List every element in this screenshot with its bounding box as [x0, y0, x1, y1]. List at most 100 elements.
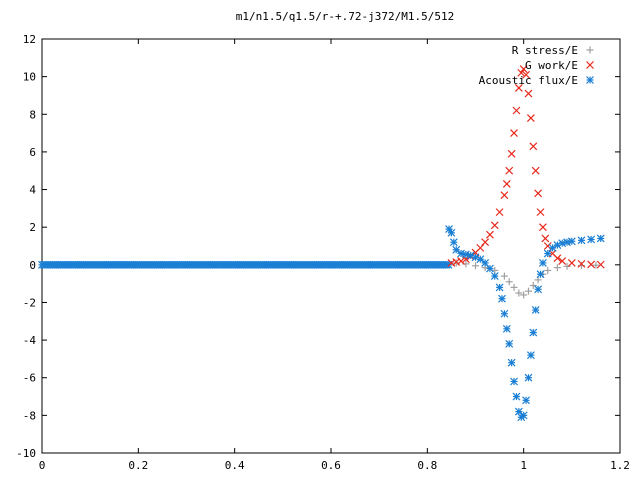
x-tick-label: 0.2 [128, 459, 148, 472]
series-0-point [510, 283, 518, 291]
series-1-point [457, 257, 465, 265]
series-1-point [490, 221, 499, 230]
y-tick-label: -6 [23, 372, 36, 385]
series-2-point [536, 270, 545, 279]
series-0 [452, 259, 600, 299]
series-1-point [522, 70, 530, 79]
series-1-point [500, 191, 509, 200]
series-2-point [522, 396, 530, 405]
y-tick-label: -2 [23, 296, 36, 309]
y-tick-label: 2 [29, 221, 36, 234]
y-tick-label: 10 [23, 71, 36, 84]
series-2-point [539, 259, 547, 267]
series-1-point [596, 260, 605, 269]
series-1-point [539, 223, 547, 232]
series-2-point [524, 373, 533, 382]
series-2-point [452, 245, 461, 254]
series-1-point [587, 260, 596, 269]
series-2-point [577, 236, 586, 245]
series-1-point [519, 65, 528, 74]
series-2-point [498, 294, 506, 303]
plot-frame [41, 38, 621, 454]
legend-marker [586, 46, 594, 54]
series-2-point [457, 249, 465, 258]
series-2-point [567, 237, 576, 246]
series-0-point [544, 266, 552, 274]
series-0-point [563, 262, 571, 270]
series-0-point [529, 282, 537, 290]
x-tick-label: 0.8 [417, 459, 437, 472]
series-0-point [500, 272, 508, 280]
series-1-point [558, 257, 567, 265]
series-1-point [577, 259, 586, 268]
series-2-point [531, 306, 540, 314]
chart-title: m1/n1.5/q1.5/r-+.72-j372/M1.5/512 [236, 10, 455, 23]
series-0-point [592, 261, 600, 269]
series-1-point [517, 68, 526, 77]
x-tick-label: 0.6 [321, 459, 341, 472]
series-2-point [587, 235, 596, 244]
series-2-point [495, 283, 504, 292]
series-1-point [541, 234, 550, 243]
y-tick-label: 12 [23, 33, 36, 46]
series-0-point [472, 262, 479, 270]
y-tick-label: -4 [23, 334, 37, 347]
legend-marker [586, 76, 594, 84]
series-2-point [510, 377, 518, 386]
x-tick-label: 0.4 [225, 459, 245, 472]
series-0-point [553, 264, 561, 272]
series-2-point [519, 411, 528, 420]
legend-label: G work/E [525, 59, 578, 72]
acoustic-flux-baseline [38, 260, 453, 269]
x-axis: 0 0.2 0.4 0.6 0.8 1 1.2 [39, 39, 630, 472]
y-tick-label: -8 [23, 409, 36, 422]
series-2-point [486, 264, 494, 273]
series-1-point [495, 208, 504, 217]
y-tick-label: 4 [29, 184, 36, 197]
series-layer [38, 65, 605, 422]
series-1-point [486, 230, 494, 239]
x-tick-label: 1.2 [610, 459, 630, 472]
series-2-point [534, 285, 543, 294]
series-0-point [520, 291, 528, 299]
series-2-point [529, 328, 538, 337]
series-1-point [514, 84, 523, 92]
series-1-point [553, 254, 562, 263]
series-2 [445, 225, 605, 422]
series-1-point [534, 189, 543, 198]
series-2-point [449, 238, 458, 247]
series-1-point [507, 149, 516, 158]
legend-marker [586, 61, 594, 69]
series-1-point [524, 89, 533, 98]
y-axis: -10 -8 -6 -4 -2 0 2 4 6 8 10 12 [16, 33, 620, 460]
series-2-point [502, 324, 511, 333]
series-1-point [531, 166, 540, 175]
series-1-point [512, 106, 521, 115]
plot-area [41, 38, 621, 454]
x-tick-label: 1 [520, 459, 527, 472]
x-tick-label: 0 [39, 459, 46, 472]
series-2-point [512, 392, 521, 401]
series-2-point [505, 339, 514, 348]
y-tick-label: 8 [29, 108, 36, 121]
y-tick-label: 6 [29, 146, 36, 159]
series-0-point [505, 278, 513, 286]
series-1-point [536, 208, 545, 217]
series-1-point [529, 142, 538, 151]
series-2-point [461, 250, 470, 259]
series-1-point [502, 179, 511, 188]
y-tick-label: -10 [16, 447, 36, 460]
series-2-point [447, 228, 456, 237]
series-2-point [500, 309, 509, 318]
series-0-point [534, 276, 542, 284]
series-0-point [515, 289, 523, 297]
series-1-point [505, 166, 514, 175]
series-2-point [507, 358, 516, 367]
series-2-point [526, 351, 535, 360]
series-2-point [490, 272, 499, 281]
series-2-point [558, 239, 567, 248]
legend: R stress/E G work/E Acoustic flux/E [479, 44, 594, 87]
legend-label: R stress/E [512, 44, 578, 57]
